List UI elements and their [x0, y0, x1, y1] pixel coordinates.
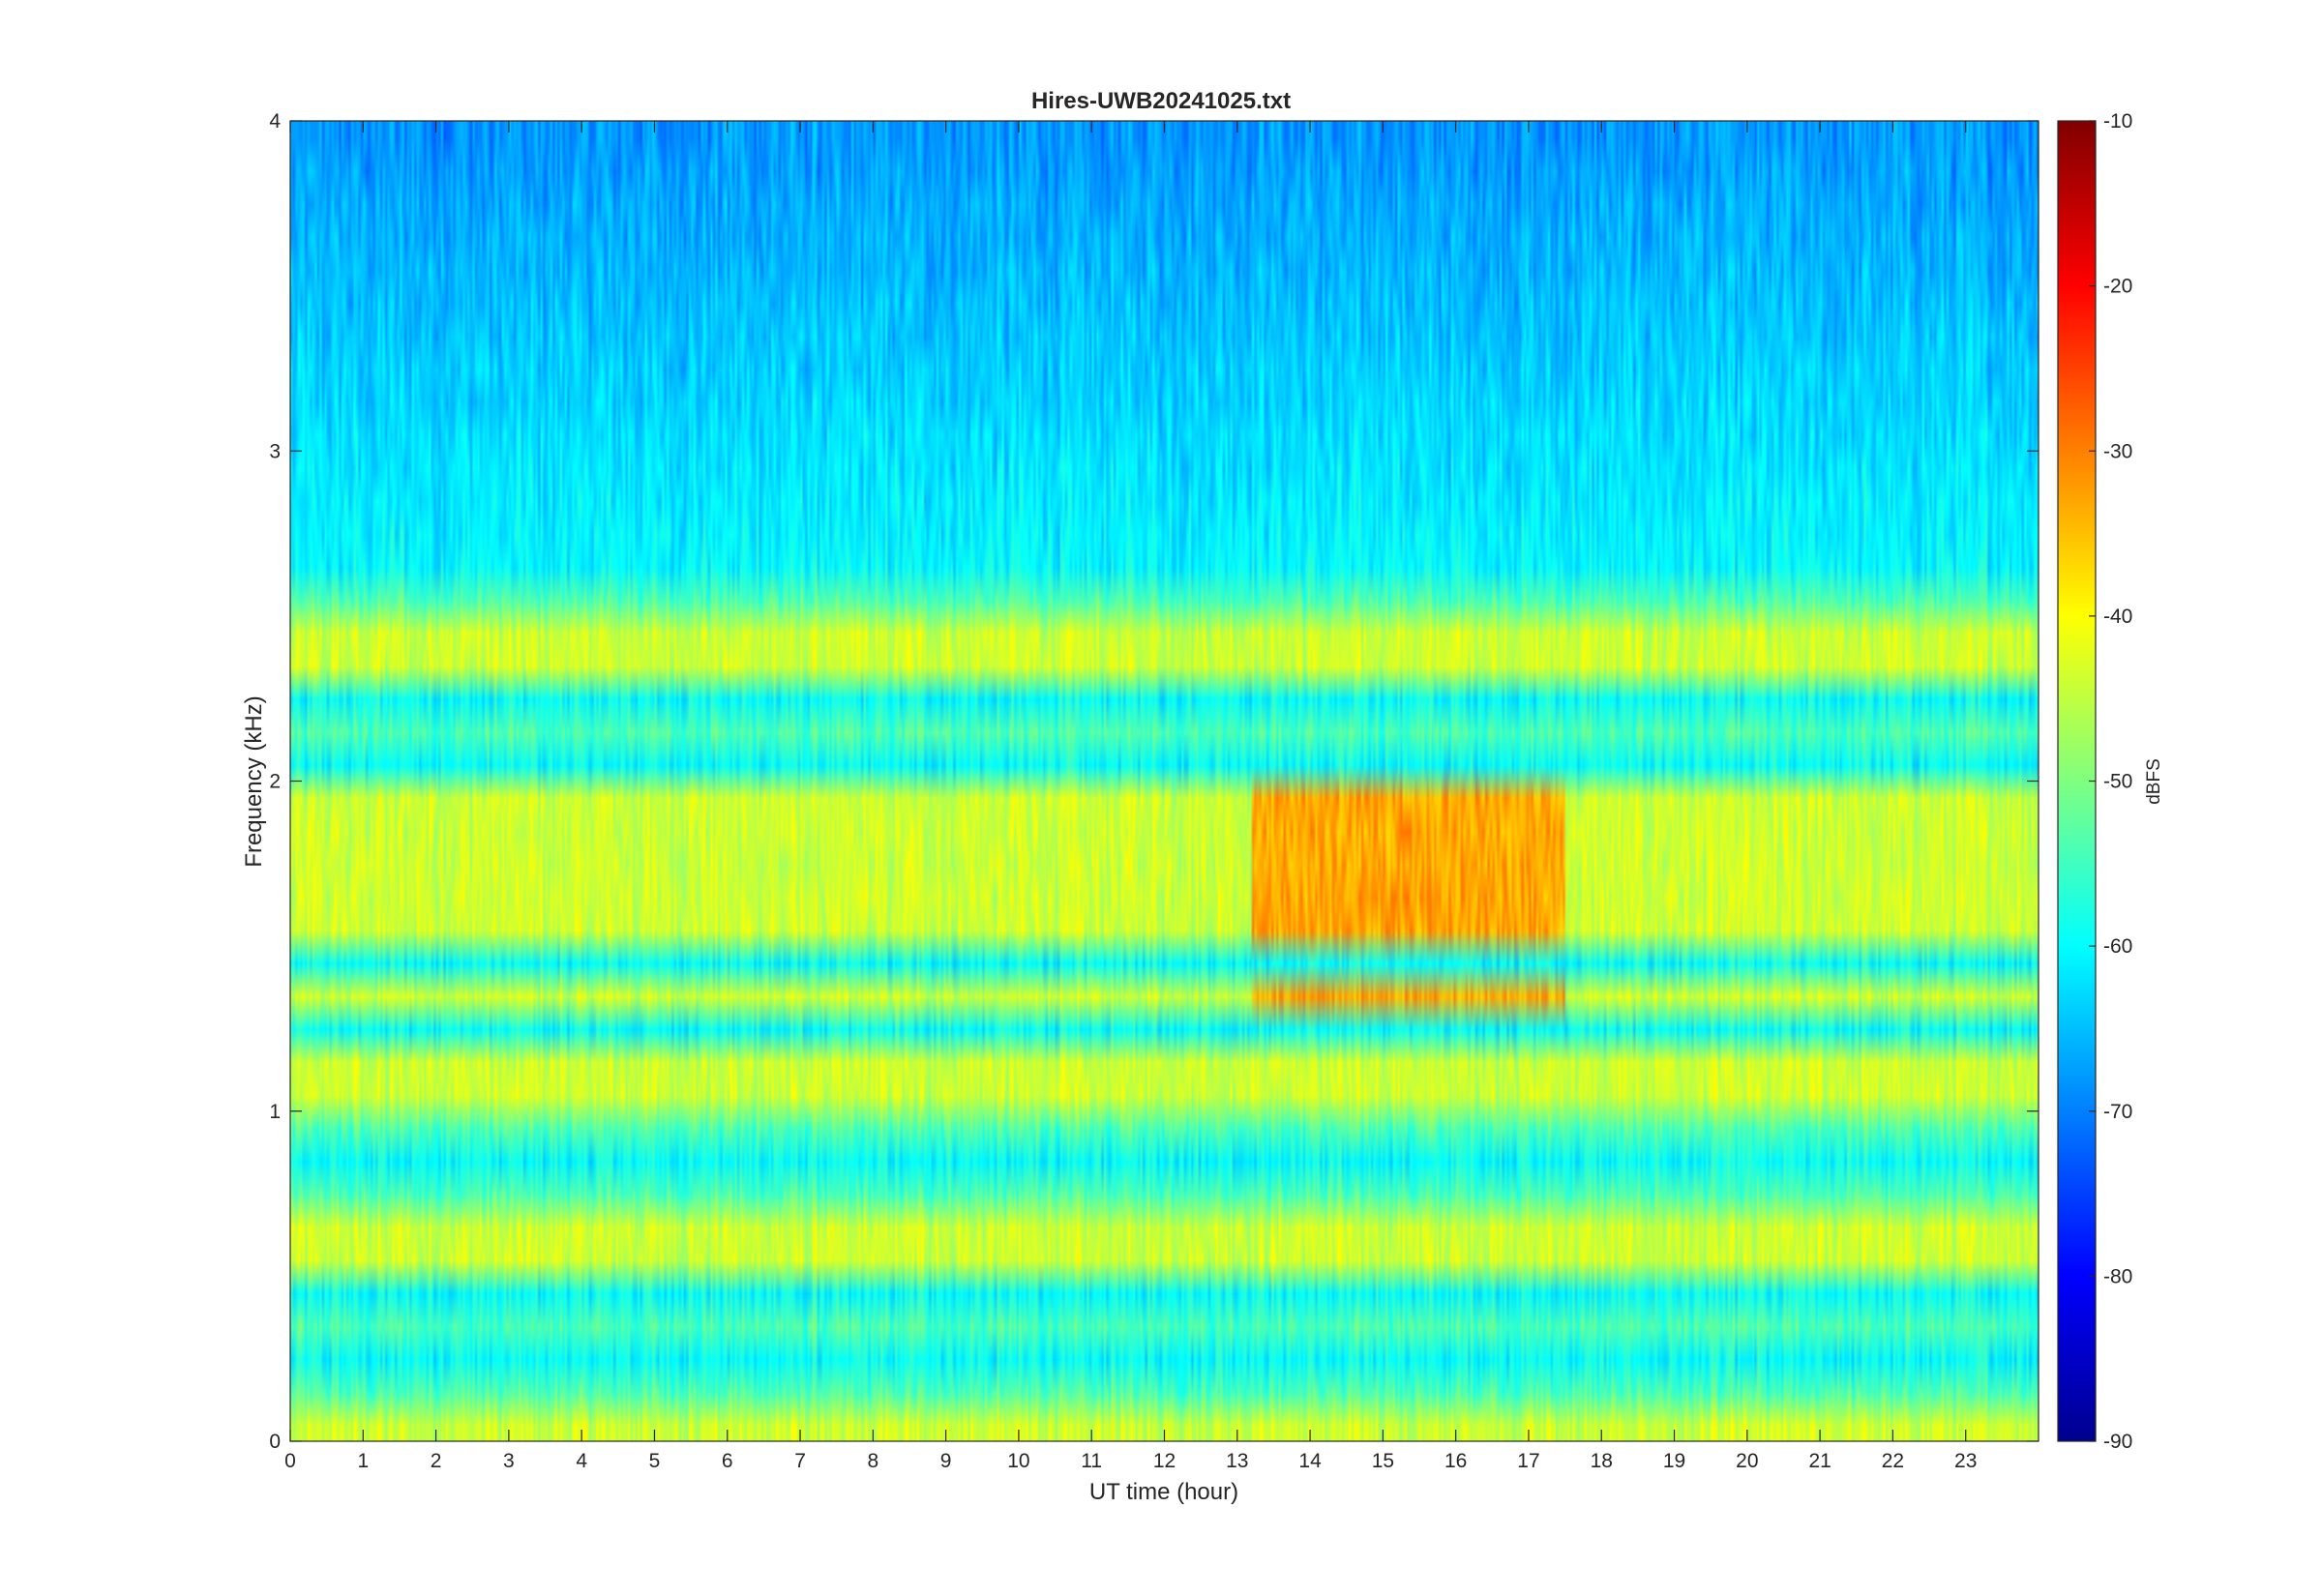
colorbar-tick-label: -20: [2103, 276, 2132, 298]
colorbar-tick-label: -80: [2103, 1265, 2132, 1287]
x-tick-label: 3: [503, 1450, 515, 1472]
x-tick-label: 7: [794, 1450, 806, 1472]
colorbar-tick-label: -10: [2103, 110, 2132, 133]
chart-title: Hires-UWB20241025.txt: [1031, 88, 1291, 114]
x-tick-label: 4: [576, 1450, 587, 1472]
x-tick-label: 9: [940, 1450, 952, 1472]
x-tick-label: 14: [1298, 1450, 1322, 1472]
x-tick-label: 15: [1372, 1450, 1394, 1472]
colorbar-tick-label: -60: [2103, 935, 2132, 958]
y-tick-label: 1: [269, 1101, 281, 1123]
x-tick-label: 6: [722, 1450, 733, 1472]
x-axis-label: UT time (hour): [1089, 1479, 1238, 1505]
x-tick-label: 8: [867, 1450, 878, 1472]
x-tick-label: 11: [1081, 1450, 1102, 1472]
y-axis-label: Frequency (kHz): [241, 695, 267, 867]
y-axis: 0 1 2 3 4: [269, 110, 2039, 1453]
x-tick-label: 19: [1663, 1450, 1685, 1472]
y-tick-label: 4: [269, 110, 281, 133]
x-tick-label: 1: [357, 1450, 369, 1472]
colorbar-tick-label: -40: [2103, 606, 2132, 628]
spectrogram-heatmap: [290, 121, 2039, 1441]
x-tick-label: 16: [1444, 1450, 1467, 1472]
x-tick-label: 18: [1591, 1450, 1613, 1472]
colorbar-tick-label: -50: [2103, 771, 2132, 793]
x-tick-label: 17: [1517, 1450, 1539, 1472]
x-tick-label: 0: [284, 1450, 296, 1472]
x-tick-label: 12: [1153, 1450, 1176, 1472]
x-axis: 0 1 2 3 4 5 6 7 8 9 10 11 12 13 14 15 16 17 18 19 20 21 22 23: [284, 121, 1977, 1472]
x-tick-label: 5: [649, 1450, 661, 1472]
colorbar-tick-label: -30: [2103, 440, 2132, 462]
x-tick-label: 13: [1226, 1450, 1248, 1472]
y-tick-label: 3: [269, 440, 281, 462]
y-tick-label: 0: [269, 1431, 281, 1453]
x-tick-label: 22: [1882, 1450, 1904, 1472]
colorbar-tick-label: -90: [2103, 1431, 2132, 1453]
colorbar-tick-label: -70: [2103, 1101, 2132, 1123]
y-tick-label: 2: [269, 771, 281, 793]
x-tick-label: 23: [1954, 1450, 1977, 1472]
colorbar-axis: -90 -80 -70 -60 -50 -40 -30 -20 -10: [2089, 110, 2132, 1453]
colorbar-label: dBFS: [2144, 758, 2164, 805]
x-tick-label: 10: [1007, 1450, 1029, 1472]
x-tick-label: 2: [431, 1450, 442, 1472]
x-tick-label: 20: [1736, 1450, 1758, 1472]
x-tick-label: 21: [1808, 1450, 1831, 1472]
